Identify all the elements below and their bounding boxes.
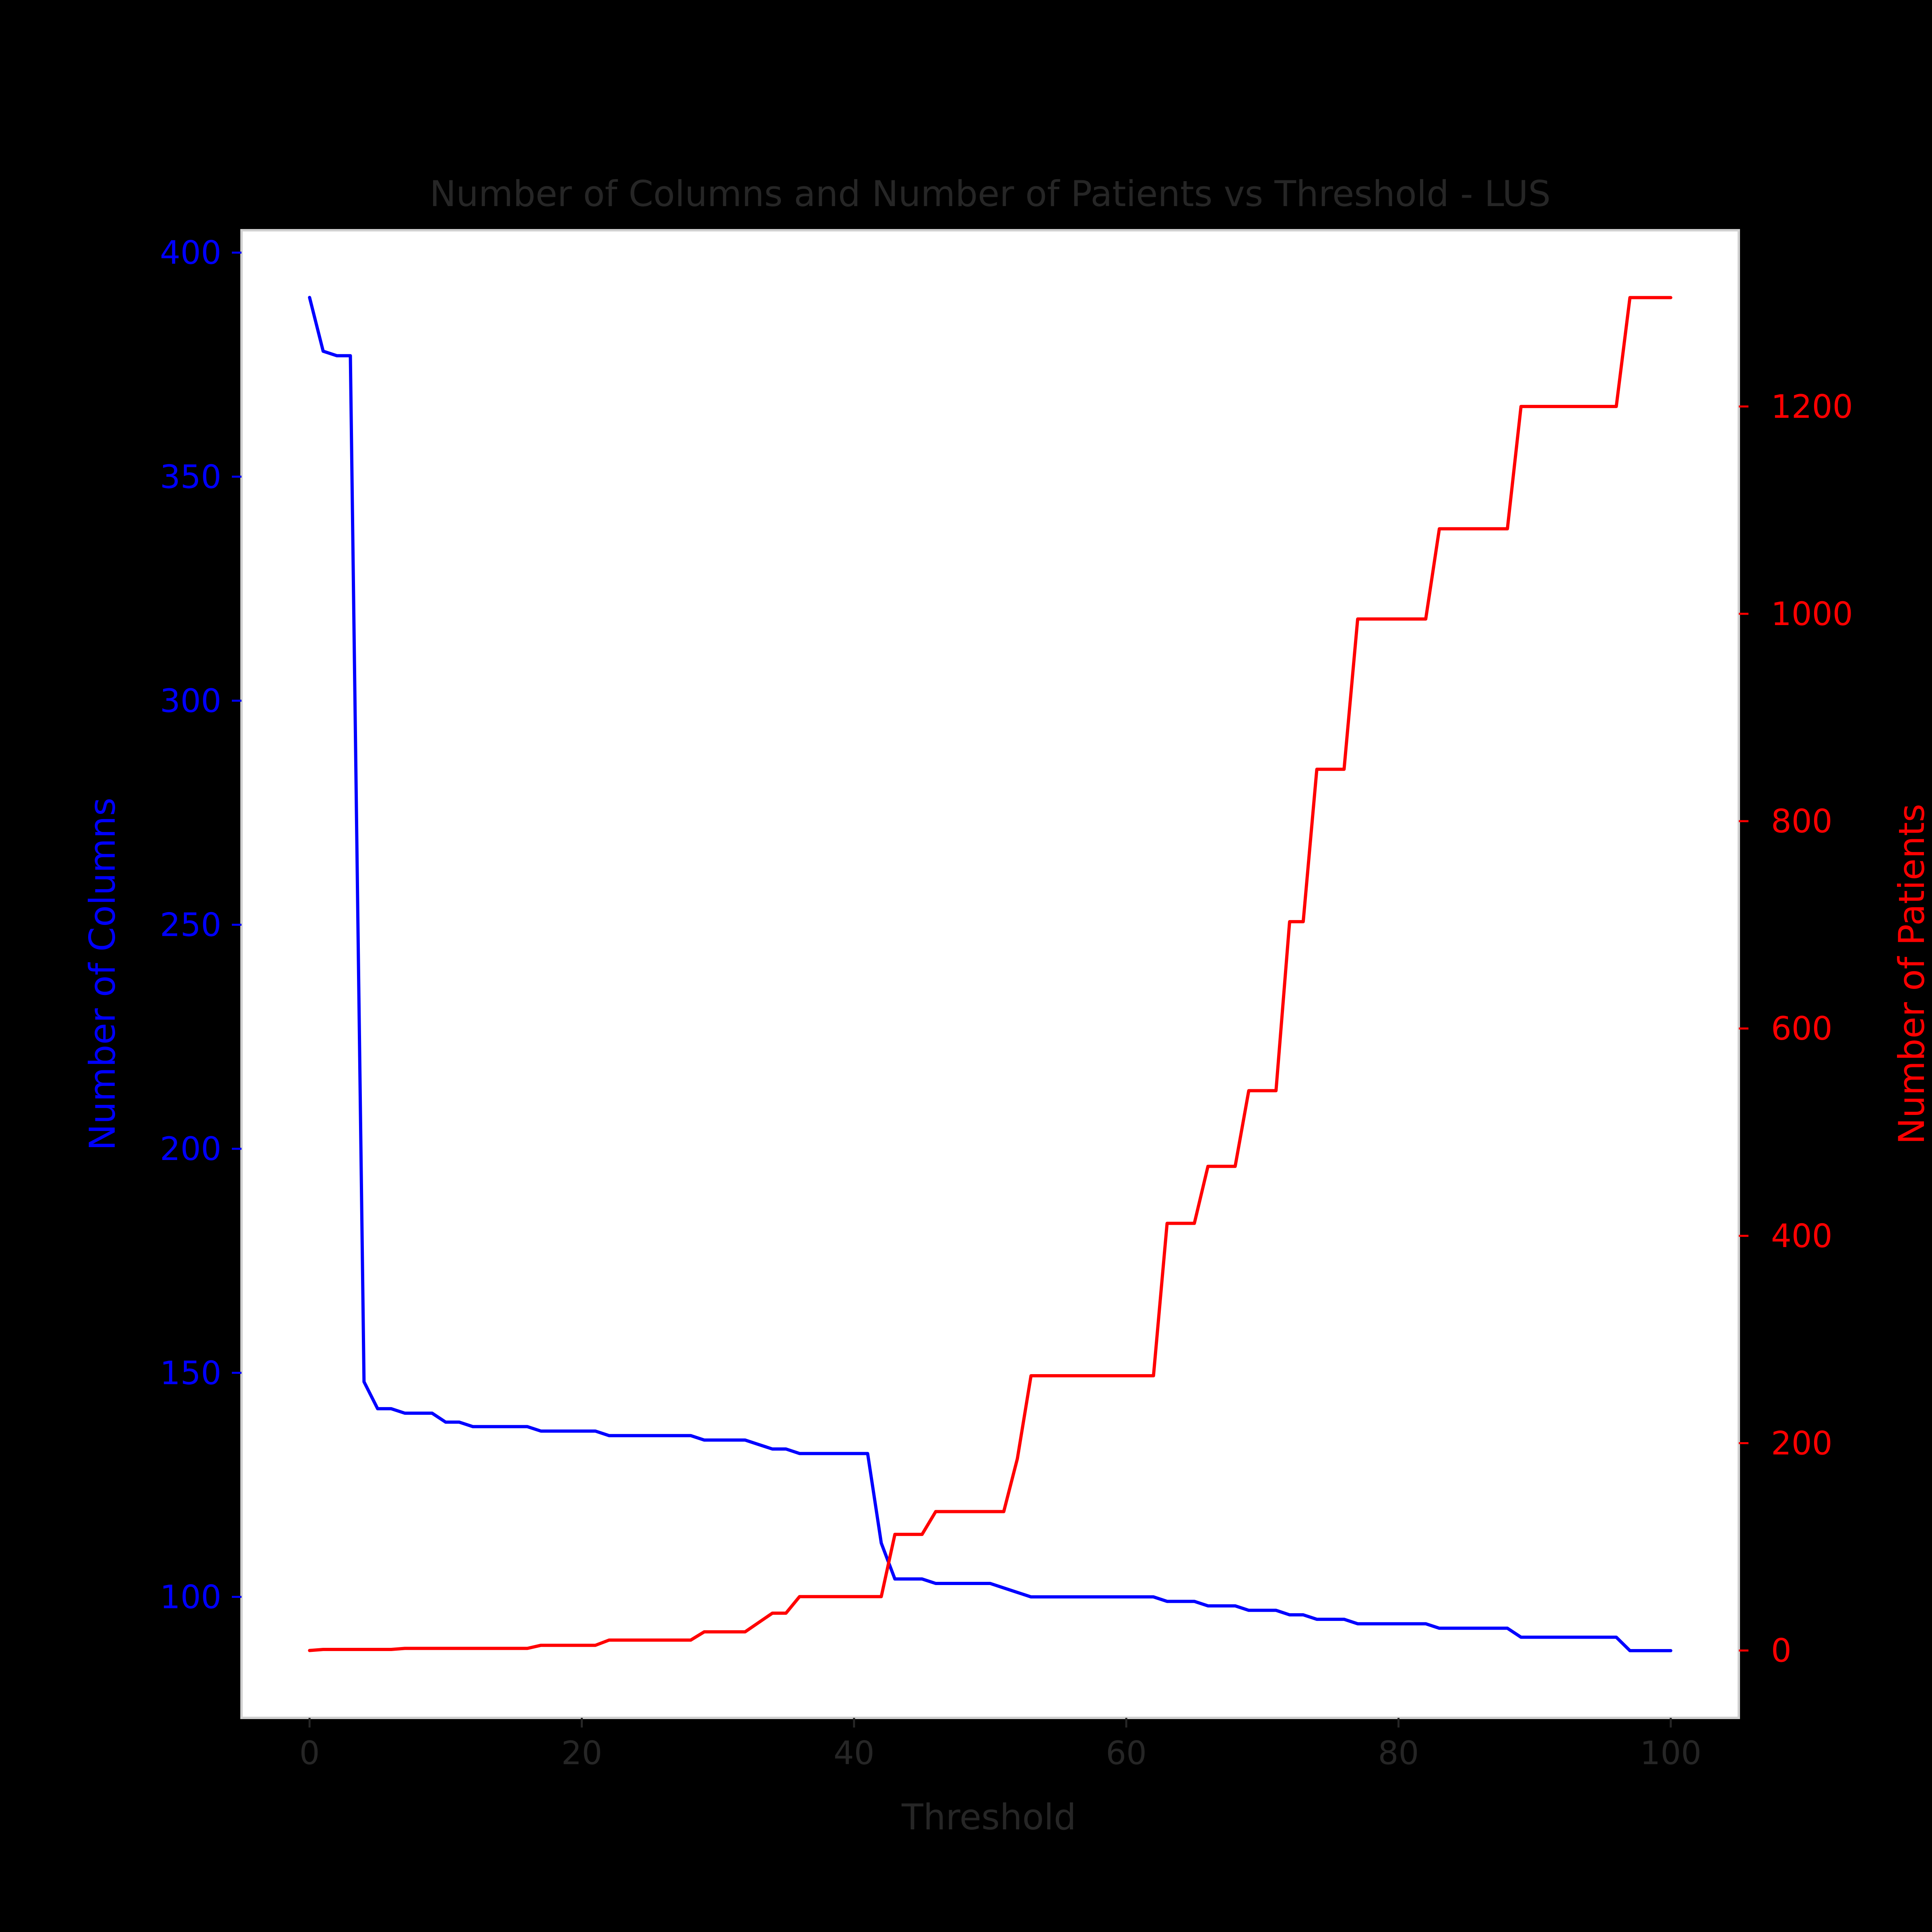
x-axis-label: Threshold	[901, 1796, 1076, 1838]
series-line-number-of-patients	[308, 296, 1672, 1652]
x-tick-label: 0	[299, 1734, 320, 1772]
y-left-tick-label: 350	[160, 458, 221, 495]
y-right-tick-label: 400	[1771, 1217, 1833, 1255]
x-tick-label: 80	[1378, 1734, 1419, 1772]
y-right-tick-label: 800	[1771, 803, 1833, 840]
chart-title: Number of Columns and Number of Patients…	[429, 173, 1550, 215]
x-tick-label: 60	[1106, 1734, 1147, 1772]
y-right-tick-label: 600	[1771, 1010, 1833, 1047]
series-line-number-of-columns	[308, 296, 1672, 1652]
y-right-tick-label: 1000	[1771, 595, 1853, 633]
y-left-tick-label: 200	[160, 1130, 221, 1168]
y-axis-left-label: Number of Columns	[82, 797, 123, 1150]
y-axis-left-ticks: 100 150 200 250 300 350 400	[160, 234, 242, 1616]
y-axis-right-ticks: 0 200 400 600 800 1000 1200	[1739, 388, 1853, 1670]
x-tick-label: 100	[1640, 1734, 1702, 1772]
y-left-tick-label: 150	[160, 1354, 221, 1392]
y-right-tick-label: 1200	[1771, 388, 1853, 425]
y-left-tick-label: 100	[160, 1578, 221, 1616]
x-tick-label: 20	[561, 1734, 603, 1772]
y-left-tick-label: 400	[160, 234, 221, 272]
y-left-tick-label: 250	[160, 906, 221, 944]
plot-area	[240, 229, 1740, 1719]
x-axis-ticks: 0 20 40 60 80 100	[299, 1718, 1702, 1772]
x-tick-label: 40	[834, 1734, 875, 1772]
y-left-tick-label: 300	[160, 682, 221, 720]
y-right-tick-label: 0	[1771, 1632, 1792, 1670]
y-axis-right-label: Number of Patients	[1891, 804, 1932, 1145]
y-right-tick-label: 200	[1771, 1424, 1833, 1462]
